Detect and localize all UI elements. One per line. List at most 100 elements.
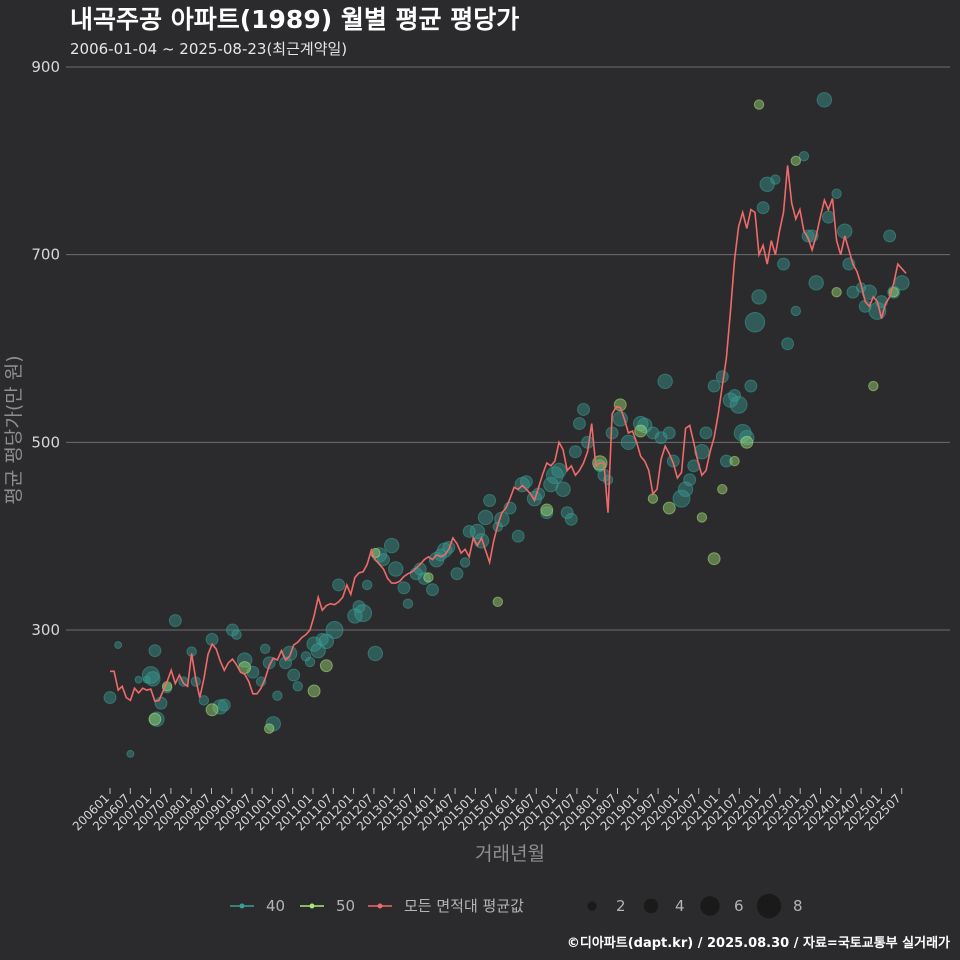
series-40-point [383,537,400,554]
x-axis-label: 거래년월 [475,843,545,865]
series-40-point [477,509,494,526]
series-40-point [217,698,231,712]
legend-size-label: 4 [675,897,685,915]
series-40-point [469,523,486,540]
series-40-point [739,429,755,446]
legend-label: 40 [266,897,285,915]
series-40-point [473,533,490,549]
series-40-point [555,481,571,497]
series-40-point [568,445,582,459]
legend-size-label: 2 [616,897,626,915]
series-40-point [462,525,476,538]
legend-size-6: 6 [700,896,744,916]
chart-title: 내곡주공 아파트(1989) 월별 평균 평당가 [70,5,519,34]
legend-label: 50 [336,897,355,915]
series-40-point [672,489,691,508]
series-50-point [492,596,503,608]
series-40-point [694,444,710,460]
series-40-point [756,201,770,215]
series-40-point [744,379,758,393]
series-50-point [307,684,321,698]
series-40-point [733,424,752,442]
average-line [110,165,907,703]
series-40-point [459,557,471,568]
series-50-point [740,435,754,449]
series-40-point [572,417,586,431]
series-40-point [816,92,833,108]
series-40-point [683,473,697,487]
series-40-point [168,614,182,628]
series-40-point [231,629,242,640]
y-tick-700: 700 [31,246,60,264]
series-40-point [519,475,533,489]
series-40-point [114,641,123,649]
series-40-point [259,643,271,654]
series-50-point [264,723,275,734]
series-40-point [551,462,567,479]
legend-item-avg: 모든 면적대 평균값 [368,897,524,915]
y-tick-500: 500 [31,433,60,451]
series-50-point [662,501,676,515]
series-40-point [560,506,574,520]
series-40-point [402,598,414,609]
legend-size-4: 4 [643,897,685,915]
series-40-point [103,691,117,705]
series-50-point [319,659,333,673]
caption: ©디아파트(dapt.kr) / 2025.08.30 / 자료=국토교통부 실… [567,935,950,951]
series-50-points [148,99,899,734]
legend-swatch-dot [377,903,383,909]
series-40-point [145,671,161,687]
series-50-point [148,712,162,726]
legend-size-2: 2 [587,897,626,915]
legend-size-circle [700,896,720,916]
series-40-point [577,403,590,416]
series-50-point [707,552,721,566]
legend-item-s50: 50 [300,897,355,915]
series-50-point [790,155,801,167]
series-40-point [388,561,404,577]
series-40-points [103,92,910,758]
series-50-point [540,503,554,517]
series-40-point [450,567,464,581]
series-40-point [657,373,673,390]
legend-label: 모든 면적대 평균값 [404,897,524,915]
y-tick-300: 300 [31,621,60,639]
series-40-point [126,749,135,758]
series-50-point [729,455,740,467]
series-40-point [798,150,810,162]
legend-size-circle [756,893,782,919]
legend-swatch-dot [239,903,245,909]
series-40-point [148,644,162,658]
series-40-point [751,289,767,305]
legend-swatch-dot [309,903,315,909]
series-50-point [647,493,659,504]
series-50-point [868,380,879,392]
series-40-point [781,337,795,351]
legend-size-label: 8 [793,897,803,915]
series-40-point [325,621,344,639]
series-40-point [699,426,713,440]
series-40-point [894,275,910,291]
series-40-point [272,690,283,701]
series-40-point [540,506,554,520]
legend-size-circle [643,898,659,914]
y-tick-900: 900 [31,58,60,76]
series-40-point [377,553,390,567]
series-50-point [423,572,434,583]
series-40-point [287,668,301,682]
chart-subtitle: 2006-01-04 ~ 2025-08-23(최근계약일) [70,40,347,58]
series-40-point [361,579,373,591]
series-40-point [154,696,168,710]
series-40-point [300,651,312,662]
series-40-point [883,229,897,243]
y-gridlines [66,66,950,631]
series-40-point [134,675,143,684]
series-40-point [149,711,165,727]
series-40-point [808,275,824,291]
series-40-point [354,604,373,623]
legend-size-label: 6 [734,897,744,915]
series-40-point [777,257,790,271]
series-50-point [634,424,648,438]
series-40-point [417,571,431,585]
